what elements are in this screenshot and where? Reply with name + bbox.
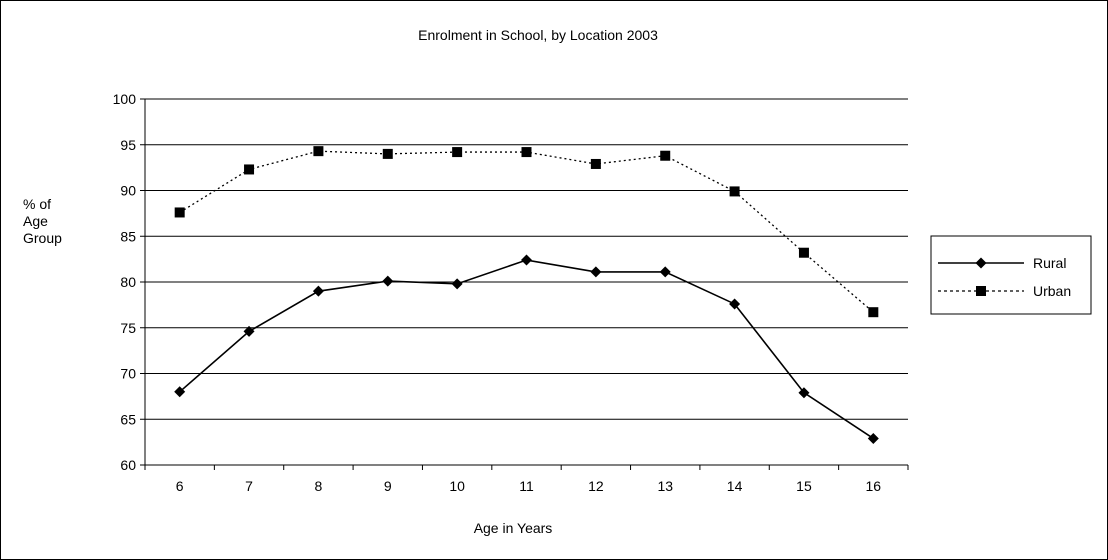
data-point-rural (590, 266, 602, 278)
x-tick-label: 6 (176, 478, 184, 494)
data-point-rural (382, 275, 394, 287)
data-point-rural (867, 432, 879, 444)
legend-label: Rural (1033, 255, 1066, 271)
x-tick-labels: 6 7 8 9 10 11 12 13 14 15 16 (176, 478, 882, 494)
data-point-urban (313, 146, 324, 157)
x-axis-label: Age in Years (474, 520, 553, 536)
y-tick-label: 95 (120, 137, 136, 153)
data-point-urban (174, 207, 185, 218)
data-point-urban (729, 186, 740, 197)
legend-label: Urban (1033, 283, 1071, 299)
y-tick-label: 85 (120, 228, 136, 244)
data-point-urban (452, 147, 463, 158)
x-tick-label: 13 (657, 478, 673, 494)
data-point-urban (868, 307, 879, 318)
legend-marker (975, 257, 987, 269)
x-tick-label: 14 (727, 478, 743, 494)
y-tick-label: 100 (113, 91, 137, 107)
x-tick-label: 15 (796, 478, 812, 494)
y-tick-label: 90 (120, 183, 136, 199)
y-tick-label: 70 (120, 366, 136, 382)
y-tick-label: 65 (120, 411, 136, 427)
y-tick-label: 60 (120, 457, 136, 473)
data-point-urban (590, 158, 601, 169)
data-point-urban (244, 164, 255, 175)
x-tick-label: 10 (449, 478, 465, 494)
y-axis-label-line: Age (23, 213, 48, 229)
x-tick-label: 12 (588, 478, 604, 494)
data-point-rural (729, 298, 741, 310)
data-point-urban (521, 147, 532, 158)
x-tick-label: 9 (384, 478, 392, 494)
data-point-rural (243, 325, 255, 337)
y-tick-labels: 60 65 70 75 80 85 90 95 100 (113, 91, 137, 473)
series-urban (174, 146, 879, 318)
data-point-rural (798, 387, 810, 399)
data-point-rural (521, 254, 532, 266)
y-axis-label-line: Group (23, 230, 62, 246)
y-axis-label-line: % of (23, 196, 51, 212)
y-tick-label: 80 (120, 274, 136, 290)
data-point-urban (382, 148, 393, 159)
data-point-rural (451, 278, 463, 290)
x-tick-label: 7 (245, 478, 253, 494)
axes (140, 98, 909, 470)
legend-item-urban: Urban (938, 283, 1071, 299)
data-point-rural (659, 266, 671, 278)
legend-item-rural: Rural (938, 255, 1066, 271)
x-tick-label: 8 (315, 478, 323, 494)
legend-box (930, 235, 1092, 315)
chart-title: Enrolment in School, by Location 2003 (418, 27, 658, 43)
legend: Rural Urban (930, 235, 1092, 315)
y-axis-label: % of Age Group (23, 196, 62, 246)
series-group (174, 146, 879, 444)
legend-marker (976, 286, 986, 296)
y-tick-label: 75 (120, 320, 136, 336)
y-axis-label-text: % of Age Group (23, 196, 62, 246)
data-point-rural (174, 386, 186, 398)
gridlines (145, 98, 908, 420)
data-point-rural (312, 285, 324, 297)
data-point-urban (798, 247, 809, 258)
x-tick-label: 11 (519, 478, 534, 494)
data-point-urban (660, 150, 671, 161)
x-tick-label: 16 (866, 478, 882, 494)
series-rural (174, 254, 879, 444)
